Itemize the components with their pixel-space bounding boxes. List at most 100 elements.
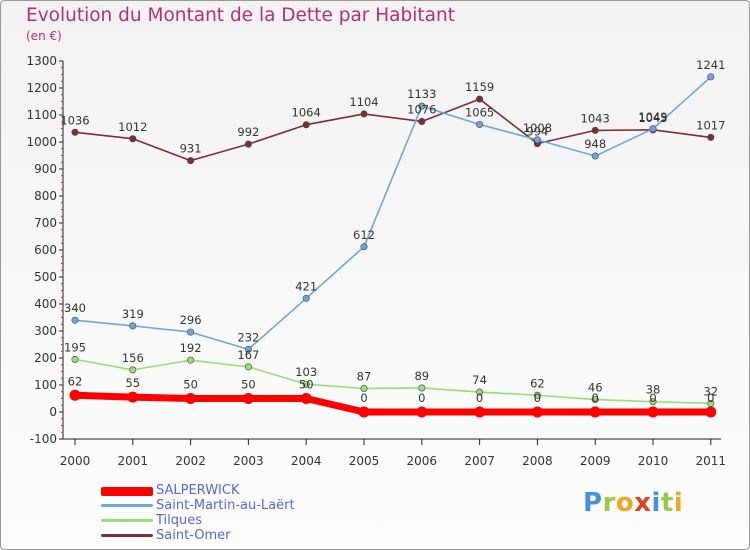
data-label: 46 [588,381,603,395]
data-label: 1133 [407,87,436,101]
chart-subtitle: (en €) [26,29,62,43]
data-label: 103 [295,365,317,379]
data-label: 948 [584,137,606,151]
data-label: 55 [125,376,140,390]
y-tick-label: 900 [34,162,57,176]
y-tick-label: 600 [34,243,57,257]
logo-letter: r [602,488,616,518]
y-tick-label: 700 [34,216,57,230]
data-label: 0 [534,391,541,405]
data-point [360,385,368,393]
x-tick-label: 2002 [175,454,206,468]
data-label: 0 [592,391,599,405]
x-tick-label: 2001 [118,454,149,468]
data-label: 421 [295,279,317,293]
y-ticks: -100 0 100 200 300 400 500 600 700 800 900 1000 1100… [26,54,63,446]
data-label: 1049 [638,110,667,124]
y-tick-label: -100 [30,432,57,446]
data-point [302,380,310,388]
y-tick-label: 1100 [26,108,57,122]
data-point [71,355,79,363]
data-label: 87 [357,370,372,384]
data-label: 192 [180,341,202,355]
data-point [69,389,81,401]
y-tick-label: 200 [34,351,57,365]
legend-swatch [101,504,153,507]
data-label: 296 [180,313,202,327]
series-line-2 [74,358,712,405]
data-label: 340 [64,301,86,315]
data-point [71,316,79,324]
data-point [707,73,715,81]
data-label: 0 [707,391,714,405]
data-point [300,393,312,404]
logo-letter: x [634,488,652,518]
y-tick-label: 0 [49,405,57,419]
data-point [244,140,252,148]
data-label: 74 [472,373,487,387]
chart-title: Evolution du Montant de la Dette par Hab… [26,5,455,26]
y-tick-label: 1300 [26,54,57,68]
data-point [418,117,426,125]
series-layer [69,73,717,418]
x-tick-label: 2009 [580,454,611,468]
data-label: 0 [360,391,367,405]
data-label: 89 [414,369,429,383]
y-tick-label: 100 [34,378,57,392]
data-label: 156 [122,351,144,365]
logo-letter: i [651,488,661,518]
logo-letter: i [673,488,684,518]
legend-label: Saint-Martin-au-Laërt [156,498,295,513]
data-point [649,398,657,406]
legend-swatch [101,519,153,522]
data-label: 50 [241,378,256,392]
logo-letter: o [615,488,635,518]
series-line-3 [74,98,712,162]
data-point [244,363,252,371]
y-tick-label: 1200 [26,81,57,95]
data-point [533,136,541,144]
series-line-1 [74,76,712,351]
data-label: 1036 [60,113,89,127]
logo-letter: t [660,488,674,518]
data-label: 0 [476,391,483,405]
data-point [358,406,370,418]
data-label: 0 [418,391,425,405]
data-label: 232 [237,330,259,344]
data-label: 195 [64,340,86,354]
data-label: 50 [183,378,198,392]
proxiti-logo: Proxiti [583,488,683,518]
data-point [707,133,715,141]
data-label: 1017 [696,118,725,132]
data-label: 62 [530,376,545,390]
x-tick-label: 2000 [60,454,91,468]
data-point [302,121,310,129]
data-point [418,102,426,110]
x-tick-label: 2003 [233,454,264,468]
data-label: 1159 [465,80,494,94]
data-point [244,345,252,353]
data-point [591,396,599,404]
data-point [71,128,79,136]
data-point [591,126,599,134]
data-label: 1045 [638,111,667,125]
series-line-0 [71,391,715,416]
data-point [302,294,310,302]
data-label: 931 [180,142,202,156]
logo-letter: P [583,488,603,518]
y-tick-label: 800 [34,189,57,203]
data-label: 1043 [581,111,610,125]
legend-label: SALPERWICK [156,483,240,498]
data-point [129,135,137,143]
legend-label: Saint-Omer [156,528,231,543]
data-point [647,406,659,418]
data-point [187,157,195,165]
x-tick-label: 2007 [464,454,495,468]
data-point [360,110,368,118]
data-label: 992 [237,125,259,139]
data-label: 1104 [349,95,378,109]
data-point [474,406,486,418]
data-point [360,243,368,251]
legend-swatch [101,534,153,537]
